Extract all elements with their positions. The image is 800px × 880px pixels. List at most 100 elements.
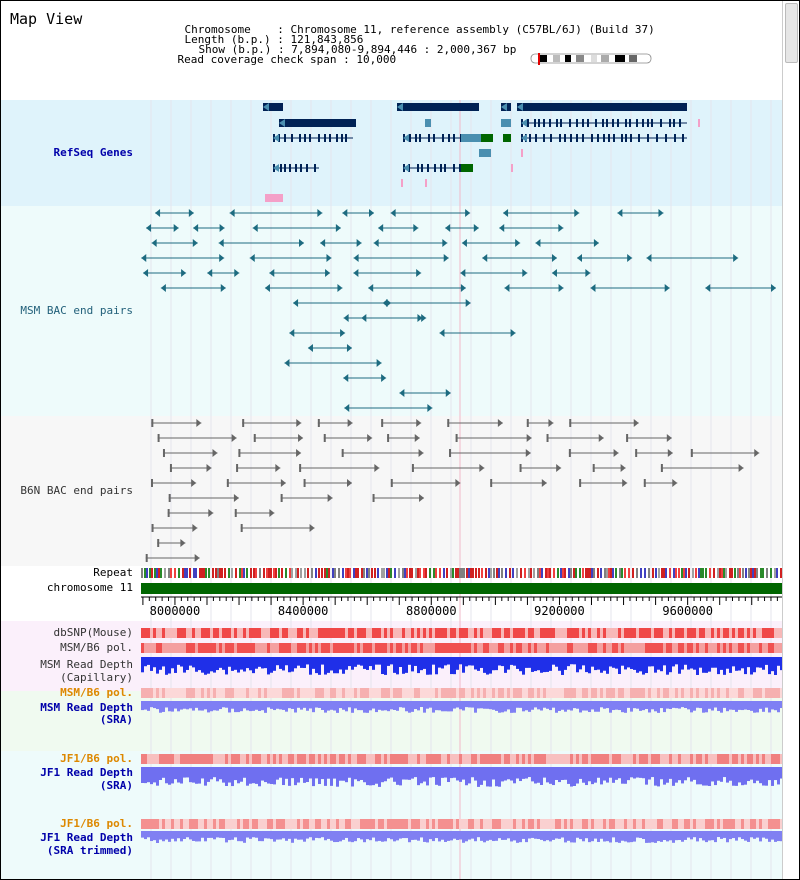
read-depth-bar xyxy=(198,657,201,671)
snp-density-cell xyxy=(393,628,396,638)
snp-density-cell xyxy=(636,643,639,653)
read-depth-bar xyxy=(618,831,621,843)
snp-density-cell xyxy=(240,754,243,764)
snp-density-cell xyxy=(315,754,318,764)
read-depth-bar xyxy=(171,831,174,839)
snp-density-cell xyxy=(294,754,297,764)
b6n-end-left xyxy=(226,479,229,487)
snp-density-cell xyxy=(450,628,453,638)
read-depth-bar xyxy=(699,831,702,839)
read-depth-bar xyxy=(339,657,342,670)
gene-arrow xyxy=(273,164,279,172)
repeat-element xyxy=(606,568,608,578)
read-depth-bar xyxy=(531,701,534,710)
gene-exon xyxy=(613,134,615,142)
bac-end-left xyxy=(249,254,255,262)
snp-density-cell xyxy=(606,628,609,638)
read-depth-bar xyxy=(255,701,258,710)
snp-density-cell xyxy=(375,628,378,638)
snp-density-cell xyxy=(765,628,768,638)
snp-density-cell xyxy=(411,628,414,638)
read-depth-bar xyxy=(288,831,291,839)
track-label-chromosome: chromosome 11 xyxy=(46,581,133,594)
repeat-element xyxy=(228,568,230,578)
read-depth-bar xyxy=(156,701,159,710)
read-depth-bar xyxy=(540,701,543,711)
snp-density-cell xyxy=(189,688,192,698)
read-depth-bar xyxy=(435,831,438,839)
read-depth-bar xyxy=(519,701,522,708)
read-depth-bar xyxy=(441,767,444,778)
read-depth-bar xyxy=(507,701,510,710)
genome-browser-canvas[interactable]: 8000000 8400000 8800000 9200000 9600000 xyxy=(1,1,782,880)
read-depth-bar xyxy=(705,657,708,673)
bac-end-right xyxy=(551,254,557,262)
repeat-element xyxy=(419,568,421,578)
vertical-scrollbar[interactable] xyxy=(782,1,799,879)
read-depth-bar xyxy=(714,831,717,843)
snp-density-cell xyxy=(318,688,321,698)
snp-density-cell xyxy=(414,819,417,829)
snp-density-cell xyxy=(297,819,300,829)
read-depth-bar xyxy=(723,657,726,675)
read-depth-bar xyxy=(717,831,720,838)
bac-end-right xyxy=(220,284,226,292)
repeat-element xyxy=(355,568,357,578)
snp-density-cell xyxy=(708,819,711,829)
snp-density-cell xyxy=(570,643,573,653)
snp-density-cell xyxy=(231,819,234,829)
snp-density-cell xyxy=(489,643,492,653)
gene-exon xyxy=(582,134,584,142)
bac-end-left xyxy=(141,254,147,262)
repeat-element xyxy=(472,568,474,578)
bac-end-left xyxy=(378,224,384,232)
bac-end-right xyxy=(664,284,670,292)
snp-density-cell xyxy=(444,754,447,764)
read-depth-bar xyxy=(777,701,780,713)
b6n-end-right xyxy=(525,449,531,457)
snp-density-cell xyxy=(516,688,519,698)
snp-density-cell xyxy=(465,754,468,764)
read-depth-bar xyxy=(258,767,261,787)
snp-density-cell xyxy=(282,688,285,698)
snp-density-cell xyxy=(273,643,276,653)
bac-end-right xyxy=(188,209,194,217)
read-depth-bar xyxy=(612,701,615,711)
bac-end-right xyxy=(460,284,466,292)
read-depth-bar xyxy=(633,767,636,779)
read-depth-bar xyxy=(429,701,432,708)
snp-density-cell xyxy=(630,643,633,653)
gene-exon xyxy=(284,164,286,172)
repeat-element xyxy=(423,568,425,578)
read-depth-bar xyxy=(594,831,597,839)
snp-density-cell xyxy=(261,643,264,653)
read-depth-bar xyxy=(402,831,405,839)
snp-density-cell xyxy=(210,688,213,698)
snp-density-cell xyxy=(777,688,780,698)
b6n-end-right xyxy=(296,449,302,457)
scrollbar-thumb[interactable] xyxy=(785,3,798,63)
read-depth-bar xyxy=(711,831,714,841)
b6n-end-right xyxy=(738,464,744,472)
read-depth-bar xyxy=(240,701,243,712)
repeat-element xyxy=(731,568,733,578)
snp-density-cell xyxy=(360,688,363,698)
snp-density-cell xyxy=(624,754,627,764)
bac-end-right xyxy=(369,209,375,217)
repeat-element xyxy=(241,568,243,578)
repeat-element xyxy=(564,568,566,578)
snp-density-cell xyxy=(300,628,303,638)
snp-density-cell xyxy=(408,628,411,638)
b6n-end-right xyxy=(754,449,760,457)
repeat-element xyxy=(766,568,768,578)
chromosome-ideogram[interactable] xyxy=(529,53,654,65)
read-depth-bar xyxy=(141,701,144,711)
b6n-end-left xyxy=(490,479,493,487)
read-depth-bar xyxy=(540,767,543,785)
read-depth-bar xyxy=(777,831,780,842)
snp-density-cell xyxy=(762,688,765,698)
read-depth-bar xyxy=(633,657,636,670)
bac-end-right xyxy=(442,239,448,247)
snp-density-cell xyxy=(498,819,501,829)
snp-density-cell xyxy=(552,643,555,653)
